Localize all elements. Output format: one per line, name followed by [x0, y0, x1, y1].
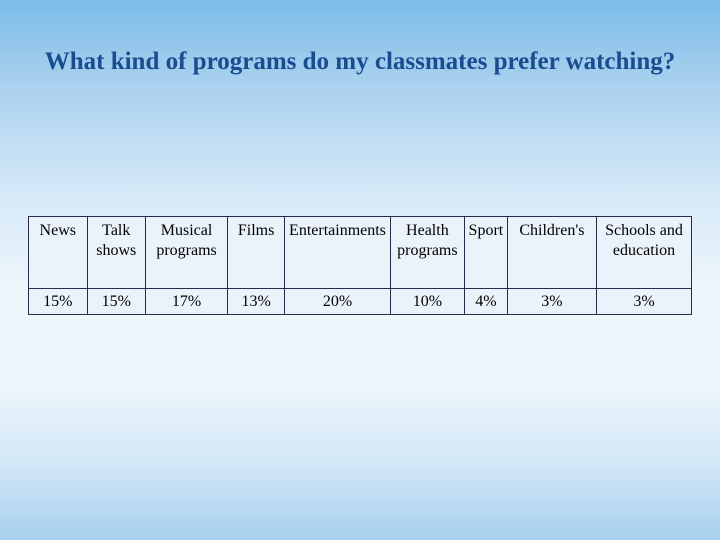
table-cell: 13% [228, 289, 285, 315]
slide-title: What kind of programs do my classmates p… [0, 48, 720, 76]
col-header: Entertainments [285, 217, 391, 289]
table-cell: 10% [390, 289, 464, 315]
col-header: Children's [507, 217, 596, 289]
table-cell: 15% [29, 289, 88, 315]
programs-table: News Talk shows Musical programs Films E… [28, 216, 692, 315]
col-header: Musical programs [146, 217, 228, 289]
table-header-row: News Talk shows Musical programs Films E… [29, 217, 692, 289]
table-cell: 3% [507, 289, 596, 315]
table-cell: 20% [285, 289, 391, 315]
col-header: Health programs [390, 217, 464, 289]
programs-table-wrap: News Talk shows Musical programs Films E… [28, 216, 692, 315]
table-cell: 17% [146, 289, 228, 315]
col-header: Schools and education [597, 217, 692, 289]
table-row: 15% 15% 17% 13% 20% 10% 4% 3% 3% [29, 289, 692, 315]
col-header: Sport [464, 217, 507, 289]
slide: What kind of programs do my classmates p… [0, 0, 720, 540]
col-header: News [29, 217, 88, 289]
table-cell: 3% [597, 289, 692, 315]
col-header: Talk shows [87, 217, 146, 289]
table-cell: 4% [464, 289, 507, 315]
table-cell: 15% [87, 289, 146, 315]
col-header: Films [228, 217, 285, 289]
